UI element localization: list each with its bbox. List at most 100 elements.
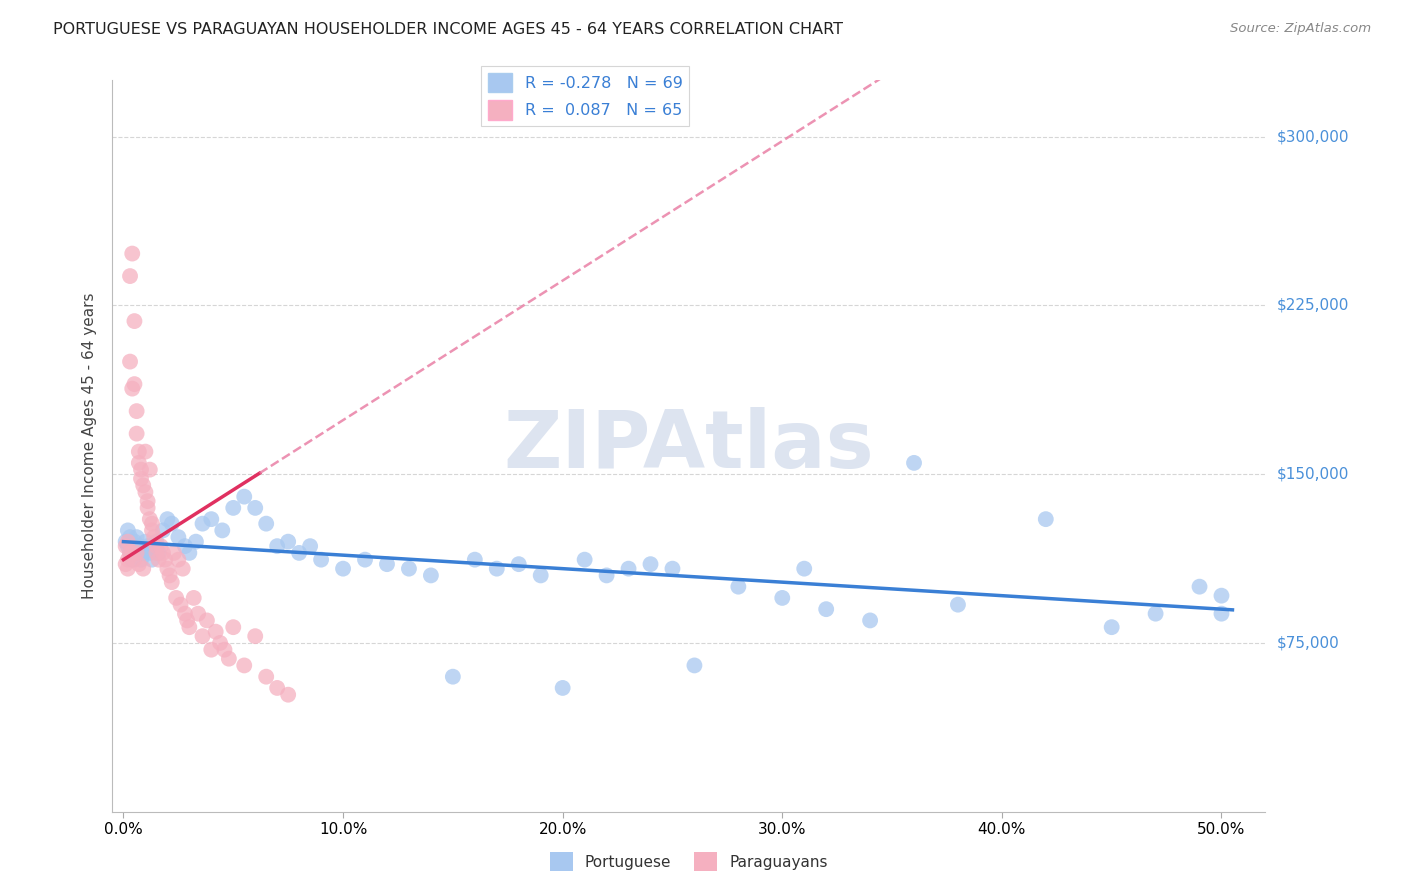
Point — [134, 534, 156, 549]
Point — [277, 534, 299, 549]
Point — [132, 546, 155, 560]
Point — [419, 568, 441, 582]
Point — [485, 562, 508, 576]
Point — [266, 539, 288, 553]
Point — [1211, 589, 1233, 603]
Point — [195, 614, 218, 628]
Point — [254, 670, 277, 684]
Point — [209, 636, 232, 650]
Point — [174, 607, 197, 621]
Text: PORTUGUESE VS PARAGUAYAN HOUSEHOLDER INCOME AGES 45 - 64 YEARS CORRELATION CHART: PORTUGUESE VS PARAGUAYAN HOUSEHOLDER INC… — [53, 22, 844, 37]
Point — [117, 539, 139, 553]
Point — [141, 552, 163, 566]
Point — [191, 629, 214, 643]
Point — [141, 516, 163, 531]
Point — [332, 562, 354, 576]
Point — [245, 629, 267, 643]
Point — [946, 598, 969, 612]
Point — [1101, 620, 1123, 634]
Point — [128, 557, 150, 571]
Point — [245, 500, 267, 515]
Point — [149, 539, 172, 553]
Point — [508, 557, 530, 571]
Point — [143, 539, 166, 553]
Point — [222, 620, 245, 634]
Point — [398, 562, 420, 576]
Point — [132, 562, 155, 576]
Point — [148, 552, 170, 566]
Point — [143, 530, 166, 544]
Point — [129, 552, 152, 566]
Point — [160, 516, 183, 531]
Point — [118, 530, 141, 544]
Point — [152, 524, 174, 538]
Point — [464, 552, 486, 566]
Point — [125, 546, 148, 560]
Point — [174, 539, 197, 553]
Point — [145, 546, 167, 560]
Point — [118, 546, 141, 560]
Point — [574, 552, 596, 566]
Point — [169, 598, 191, 612]
Point — [1035, 512, 1057, 526]
Text: ZIPAtlas: ZIPAtlas — [503, 407, 875, 485]
Point — [124, 552, 146, 566]
Point — [156, 512, 179, 526]
Point — [129, 462, 152, 476]
Point — [176, 614, 198, 628]
Point — [159, 568, 181, 582]
Point — [200, 642, 222, 657]
Point — [211, 524, 233, 538]
Point — [129, 472, 152, 486]
Point — [1211, 607, 1233, 621]
Point — [254, 516, 277, 531]
Point — [117, 552, 139, 566]
Point — [640, 557, 662, 571]
Point — [179, 620, 201, 634]
Text: Source: ZipAtlas.com: Source: ZipAtlas.com — [1230, 22, 1371, 36]
Point — [145, 539, 167, 553]
Point — [1188, 580, 1211, 594]
Point — [299, 539, 322, 553]
Point — [1144, 607, 1167, 621]
Point — [125, 426, 148, 441]
Point — [117, 562, 139, 576]
Point — [139, 546, 162, 560]
Point — [214, 642, 236, 657]
Point — [375, 557, 398, 571]
Point — [266, 681, 288, 695]
Text: $225,000: $225,000 — [1277, 298, 1348, 313]
Point — [124, 314, 146, 328]
Text: $300,000: $300,000 — [1277, 129, 1348, 144]
Y-axis label: Householder Income Ages 45 - 64 years: Householder Income Ages 45 - 64 years — [82, 293, 97, 599]
Point — [160, 575, 183, 590]
Point — [114, 539, 136, 553]
Point — [727, 580, 749, 594]
Point — [132, 478, 155, 492]
Point — [233, 490, 256, 504]
Point — [118, 354, 141, 368]
Point — [121, 552, 143, 566]
Point — [136, 539, 159, 553]
Point — [124, 534, 146, 549]
Point — [128, 444, 150, 458]
Point — [793, 562, 815, 576]
Point — [187, 607, 209, 621]
Point — [152, 546, 174, 560]
Point — [191, 516, 214, 531]
Point — [184, 534, 207, 549]
Point — [125, 404, 148, 418]
Point — [233, 658, 256, 673]
Point — [617, 562, 640, 576]
Point — [441, 670, 464, 684]
Point — [595, 568, 617, 582]
Point — [118, 546, 141, 560]
Point — [165, 591, 187, 605]
Point — [128, 456, 150, 470]
Text: $75,000: $75,000 — [1277, 635, 1340, 650]
Point — [125, 530, 148, 544]
Point — [136, 494, 159, 508]
Point — [121, 246, 143, 260]
Point — [222, 500, 245, 515]
Point — [163, 546, 186, 560]
